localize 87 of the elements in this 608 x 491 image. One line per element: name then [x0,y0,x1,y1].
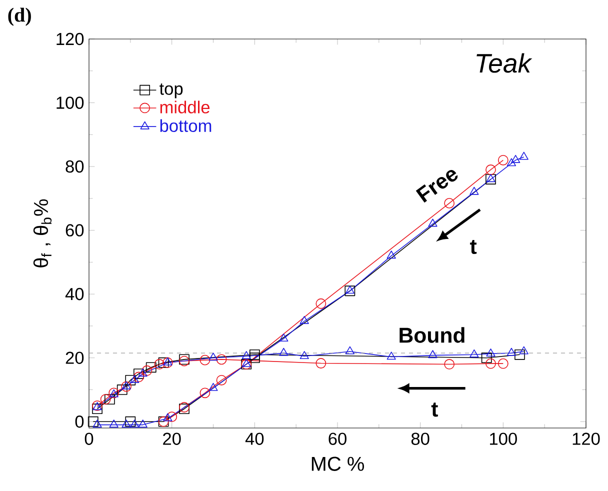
point [316,358,326,368]
point [486,348,496,356]
point [345,286,354,294]
point [216,374,227,386]
y-tick-label: 0 [75,415,84,428]
point [481,352,492,364]
point [121,381,132,392]
point [486,358,496,369]
x-tick-label: 0 [84,432,94,445]
y-tick-label: 120 [56,32,84,46]
x-tick-label: 80 [411,432,430,445]
point [163,357,172,366]
point [130,420,140,428]
point [116,384,128,395]
point [344,286,356,296]
point [279,334,288,342]
point [279,348,288,356]
y-tick-label: 80 [66,160,84,173]
point [125,416,136,427]
x-tick-label: 40 [245,432,264,445]
annotation: Teak [476,53,532,73]
point [138,420,148,428]
point [138,368,148,377]
point [216,354,227,365]
point [104,394,115,404]
point [122,381,131,390]
x-tick-label: 100 [490,432,517,445]
point [519,152,528,160]
point [100,394,111,404]
y-axis-title: θ$_{f}$ , θ$_{b}$% [33,199,52,268]
point [200,388,210,398]
point [134,372,144,382]
point [470,349,479,358]
point [130,374,140,383]
point [242,351,251,360]
point [249,349,260,360]
point [109,420,118,428]
x-tick-label: 60 [328,432,346,445]
legend-label: top [160,83,183,98]
annotation: Bound [400,327,464,343]
legend-label: middle [160,100,210,114]
point [146,362,156,373]
point [519,346,528,354]
x-axis-title: MC % [312,456,364,471]
point [486,164,496,175]
annotation: t [470,240,477,254]
point [511,154,520,163]
point [470,186,479,195]
x-tick-label: 120 [572,432,600,445]
point [498,358,508,369]
point [249,352,260,364]
point [345,346,354,354]
legend-label: bottom [160,119,212,132]
point [142,365,152,376]
point [386,250,396,259]
point [300,351,309,360]
point [428,218,438,227]
y-tick-label: 60 [66,224,84,236]
y-tick-label: 100 [56,96,84,109]
point [444,359,455,370]
point [134,368,144,379]
point [92,404,102,414]
point [498,154,508,166]
text: (d) [8,8,31,26]
point [125,374,136,386]
point [158,357,169,368]
point [514,349,525,360]
point [208,352,218,361]
point [162,357,173,368]
annotation: t [431,402,438,417]
point [200,354,210,366]
annotation: Free [416,170,458,203]
point [154,359,165,370]
y-tick-label: 40 [65,288,84,300]
point [506,348,516,356]
y-tick-label: 20 [66,352,84,364]
point [300,316,309,324]
point [92,420,102,428]
point [506,158,516,166]
point [166,412,178,422]
point [208,382,218,391]
point [316,298,326,309]
point [386,352,396,360]
point [122,420,131,428]
x-tick-label: 20 [163,432,181,445]
point [163,413,172,422]
point [428,350,438,358]
